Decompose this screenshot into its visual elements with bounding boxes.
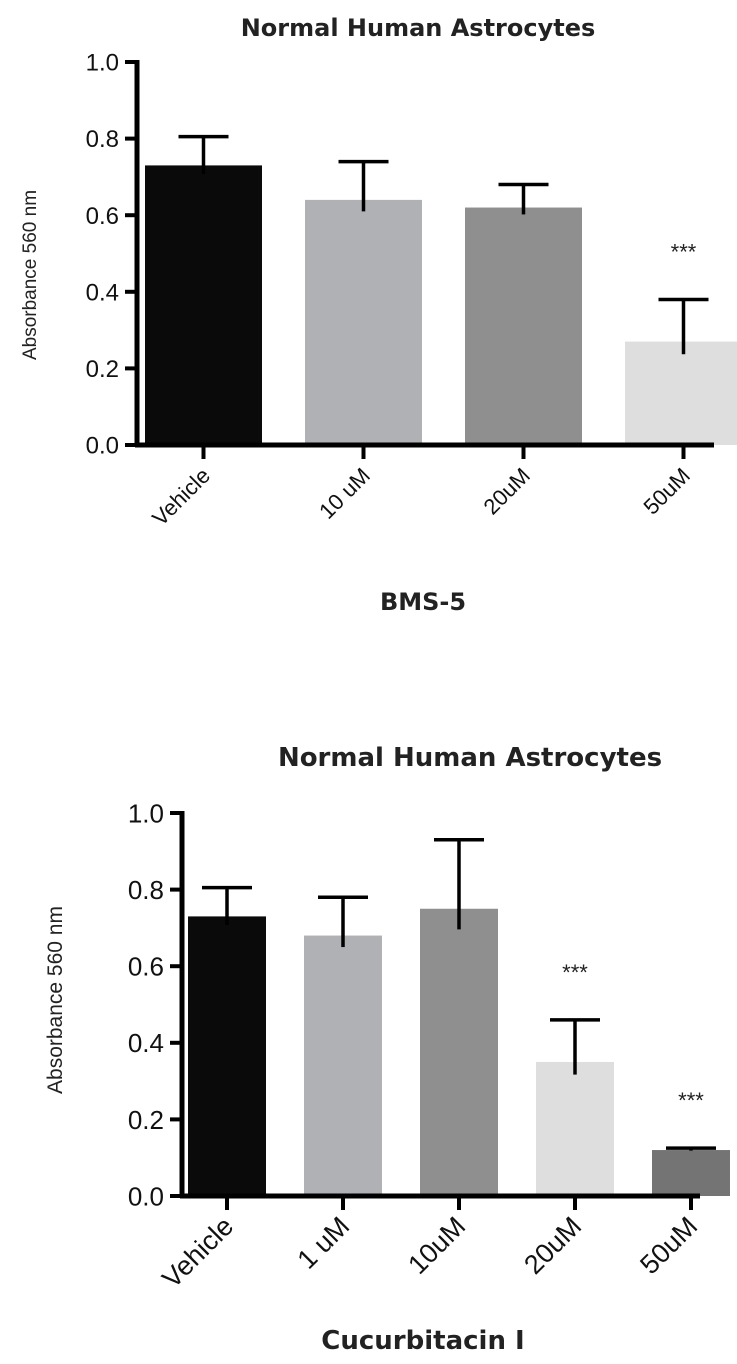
axes <box>134 60 714 448</box>
y-tick-label: 0.8 <box>128 875 164 905</box>
x-tick-label: 10uM <box>402 1211 471 1280</box>
y-axis-ticks: 0.0 0.2 0.4 0.6 0.8 1.0 <box>128 798 182 1211</box>
y-tick-label: 0.6 <box>86 203 119 230</box>
bar <box>305 199 422 445</box>
bar <box>145 165 262 445</box>
bar <box>625 341 737 445</box>
significance-label: *** <box>671 239 697 264</box>
bars: *** *** <box>188 838 730 1196</box>
x-tick-label: 50uM <box>638 463 695 520</box>
x-axis-ticks: Vehicle 1 uM 10uM 20uM 50uM <box>156 1196 703 1294</box>
x-tick-label: 20uM <box>518 1211 587 1280</box>
x-tick-label: 1 uM <box>292 1211 356 1275</box>
chart-cucurbitacin: Normal Human Astrocytes Absorbance 560 n… <box>44 743 730 1356</box>
y-tick-label: 1.0 <box>86 50 119 77</box>
chart-title: Normal Human Astrocytes <box>241 14 596 42</box>
bar <box>465 207 582 445</box>
x-axis-label: Cucurbitacin I <box>321 1326 524 1356</box>
x-tick-label: 20uM <box>478 463 535 520</box>
y-tick-label: 0.4 <box>86 279 119 306</box>
bars: *** <box>145 134 737 445</box>
significance-label: *** <box>562 960 588 985</box>
y-tick-label: 0.2 <box>86 356 119 383</box>
x-tick-label: Vehicle <box>156 1211 239 1294</box>
x-axis-ticks: Vehicle 10 uM 20uM 50uM <box>147 445 695 531</box>
y-axis-label: Absorbance 560 nm <box>44 906 67 1094</box>
bar <box>536 1061 614 1196</box>
x-tick-label: 10 uM <box>314 463 375 524</box>
bar <box>188 916 266 1196</box>
bar <box>420 908 498 1196</box>
y-axis-label: Absorbance 560 nm <box>20 190 41 360</box>
y-tick-label: 0.0 <box>128 1181 164 1211</box>
y-tick-label: 0.6 <box>128 952 164 982</box>
chart-bms5: Normal Human Astrocytes Absorbance 560 n… <box>20 14 737 616</box>
x-axis-label: BMS-5 <box>380 588 466 616</box>
y-tick-label: 0.2 <box>128 1105 164 1135</box>
axes <box>179 811 700 1199</box>
x-tick-label: Vehicle <box>147 463 215 531</box>
y-tick-label: 1.0 <box>128 798 164 828</box>
chart-title: Normal Human Astrocytes <box>278 743 662 773</box>
bar <box>304 935 382 1196</box>
x-tick-label: 50uM <box>634 1211 703 1280</box>
y-axis-ticks: 0.0 0.2 0.4 0.6 0.8 1.0 <box>86 50 137 460</box>
y-tick-label: 0.0 <box>86 433 119 460</box>
significance-label: *** <box>678 1088 704 1113</box>
bar <box>652 1150 730 1196</box>
y-tick-label: 0.8 <box>86 126 119 153</box>
y-tick-label: 0.4 <box>128 1028 164 1058</box>
